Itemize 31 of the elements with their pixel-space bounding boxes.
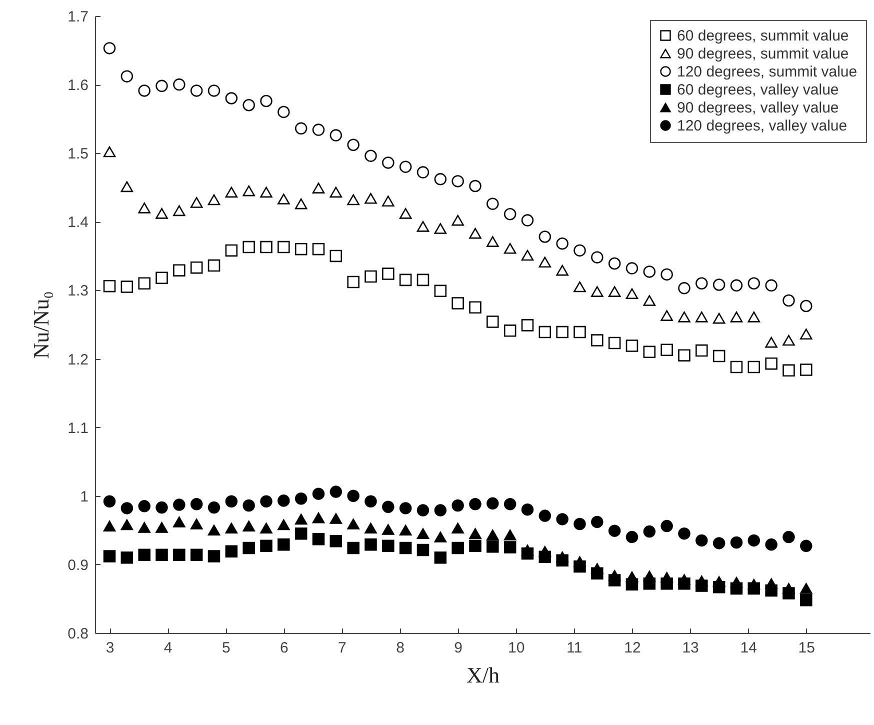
y-tick-label: 1.7 bbox=[68, 8, 88, 26]
y-tick-label: 1 bbox=[80, 488, 88, 506]
y-tick-label: 1.6 bbox=[68, 77, 88, 94]
legend-label: 120 degrees, summit value bbox=[677, 64, 858, 80]
y-tick-label: 1.4 bbox=[68, 214, 88, 232]
x-tick-label: 15 bbox=[798, 640, 815, 656]
y-tick-label: 1.3 bbox=[68, 282, 88, 300]
x-tick-label: 10 bbox=[508, 640, 525, 656]
y-axis-title: Nu/Nu₀ bbox=[28, 291, 54, 359]
y-tick-label: 1.2 bbox=[68, 351, 88, 368]
legend-label: 60 degrees, summit value bbox=[677, 28, 849, 44]
x-tick-label: 7 bbox=[338, 640, 346, 656]
x-tick-label: 14 bbox=[740, 640, 757, 656]
legend-label: 60 degrees, valley value bbox=[677, 82, 839, 98]
y-tick-label: 1.1 bbox=[68, 420, 88, 437]
x-tick-label: 9 bbox=[454, 640, 462, 656]
y-tick-label: 1.5 bbox=[68, 146, 88, 163]
legend-label: 90 degrees, summit value bbox=[677, 46, 849, 62]
y-tick-label: 0.9 bbox=[68, 556, 88, 574]
x-tick-label: 6 bbox=[280, 640, 288, 656]
legend-label: 90 degrees, valley value bbox=[677, 100, 839, 116]
legend-label: 120 degrees, valley value bbox=[677, 118, 848, 134]
x-tick-label: 4 bbox=[164, 640, 172, 656]
x-axis-title: X/h bbox=[466, 662, 500, 688]
x-tick-label: 5 bbox=[222, 640, 230, 656]
x-tick-label: 11 bbox=[566, 640, 582, 656]
x-tick-label: 3 bbox=[106, 640, 114, 656]
x-tick-label: 13 bbox=[682, 640, 699, 656]
x-tick-label: 12 bbox=[624, 640, 641, 656]
y-tick-label: 0.8 bbox=[68, 626, 88, 642]
x-tick-label: 8 bbox=[396, 640, 404, 656]
